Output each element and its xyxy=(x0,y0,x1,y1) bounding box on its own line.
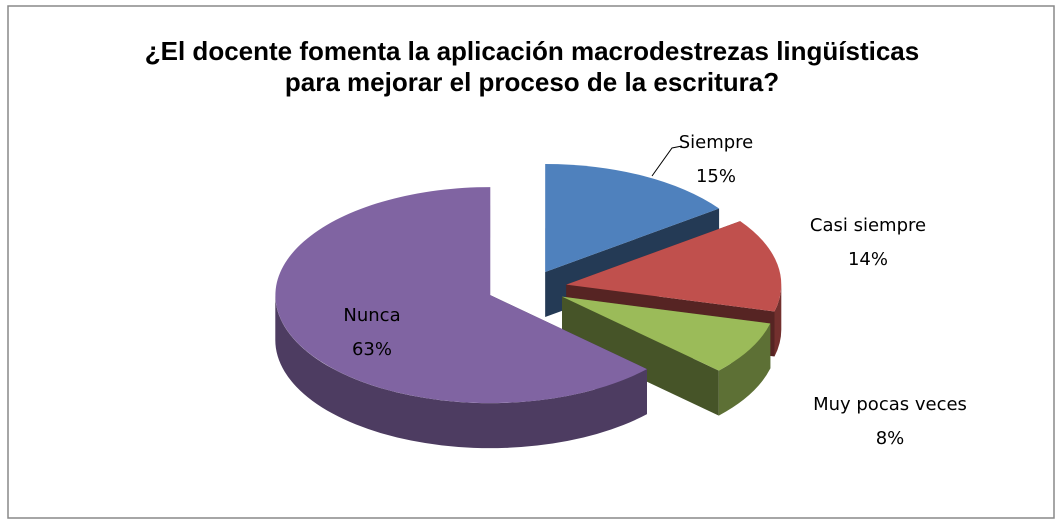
slice xyxy=(275,187,647,404)
slice xyxy=(545,164,720,272)
slice-value-label: 8% xyxy=(876,428,905,449)
leader-line xyxy=(651,145,683,177)
slice-value-label: 14% xyxy=(848,249,888,270)
slice-value-label: 63% xyxy=(352,339,392,360)
chart-title: ¿El docente fomenta la aplicación macrod… xyxy=(144,36,920,97)
slice-label: Muy pocas veces xyxy=(813,394,967,415)
slice xyxy=(562,296,771,371)
slice-value-label: 15% xyxy=(696,166,736,187)
slice-wall xyxy=(774,284,782,357)
slice-side xyxy=(562,296,719,416)
slice-label: Siempre xyxy=(679,132,754,153)
slice-wall xyxy=(718,323,771,416)
slice-label: Nunca xyxy=(343,305,400,326)
slice-label: Casi siempre xyxy=(810,215,926,236)
slice xyxy=(566,221,782,312)
slice-wall xyxy=(275,295,647,449)
